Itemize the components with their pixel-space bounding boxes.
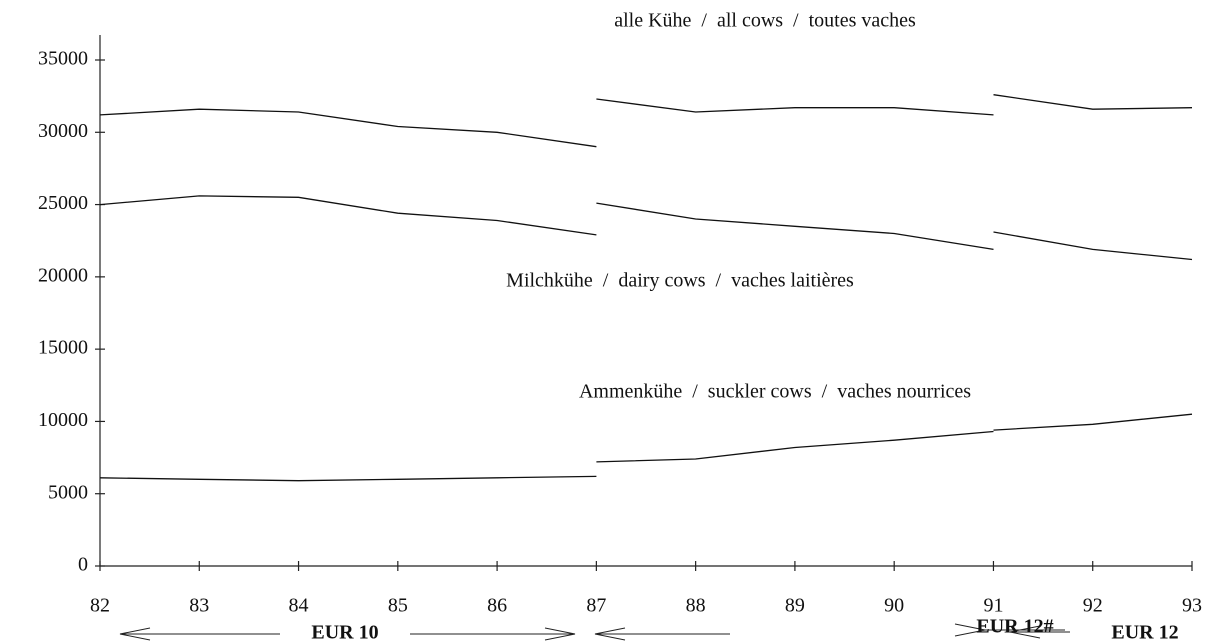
y-tick-label: 25000 — [38, 192, 88, 214]
x-tick-label: 91 — [983, 595, 1003, 617]
arrow-left — [119, 627, 280, 641]
x-tick-label: 83 — [189, 595, 209, 617]
y-tick-label: 15000 — [38, 337, 88, 359]
x-tick-label: 86 — [487, 595, 507, 617]
y-tick-label: 35000 — [38, 48, 88, 70]
x-tick-label: 93 — [1182, 595, 1202, 617]
era-arrows — [119, 623, 1070, 641]
x-tick-label: 84 — [289, 595, 309, 617]
y-tick-label: 5000 — [48, 481, 88, 503]
y-tick-label: 20000 — [38, 264, 88, 286]
y-tick-label: 10000 — [38, 409, 88, 431]
series-line — [99, 195, 1193, 261]
arrow-right — [954, 623, 1065, 637]
series-line — [99, 413, 1193, 482]
arrow-left — [1009, 625, 1070, 639]
series-label: alle Kühe / all cows / toutes vaches — [614, 10, 916, 32]
x-tick-label: 89 — [785, 595, 805, 617]
y-tick-label: 0 — [78, 554, 88, 576]
x-tick-label: 85 — [388, 595, 408, 617]
x-tick-label: 87 — [586, 595, 606, 617]
arrow-left — [594, 627, 730, 641]
x-tick-label: 92 — [1083, 595, 1103, 617]
arrow-right — [410, 627, 576, 641]
series-label: Milchkühe / dairy cows / vaches laitière… — [506, 270, 854, 292]
series-line — [99, 94, 1193, 148]
era-label: EUR 10 — [311, 622, 378, 643]
x-tick-label: 90 — [884, 595, 904, 617]
y-tick-label: 30000 — [38, 120, 88, 142]
era-label: EUR 12# — [976, 616, 1053, 638]
x-tick-label: 88 — [686, 595, 706, 617]
era-label: EUR 12 — [1111, 622, 1178, 643]
x-tick-label: 82 — [90, 595, 110, 617]
series-label: Ammenkühe / suckler cows / vaches nourri… — [579, 381, 971, 403]
